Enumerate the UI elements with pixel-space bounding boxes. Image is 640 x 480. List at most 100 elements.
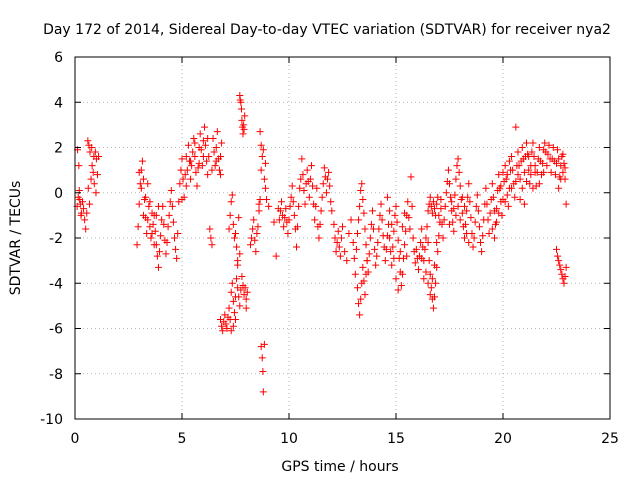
data-point: [458, 193, 466, 201]
data-point: [259, 146, 267, 154]
data-point: [358, 180, 366, 188]
data-point: [374, 239, 382, 247]
data-point: [166, 198, 174, 206]
data-point: [297, 175, 305, 183]
data-point: [353, 229, 361, 237]
data-point: [210, 148, 218, 156]
data-point: [414, 266, 422, 274]
data-point: [154, 263, 162, 271]
data-point: [133, 241, 141, 249]
data-point: [544, 150, 552, 158]
data-point: [259, 367, 267, 375]
data-point: [377, 200, 385, 208]
data-point: [469, 243, 477, 251]
data-point: [88, 162, 96, 170]
data-point: [239, 130, 247, 138]
data-point: [137, 184, 145, 192]
data-point: [560, 159, 568, 167]
data-point: [426, 291, 434, 299]
data-point: [505, 157, 513, 165]
data-point: [437, 205, 445, 213]
data-point: [182, 153, 190, 161]
data-point: [539, 159, 547, 167]
data-point: [333, 239, 341, 247]
data-point: [463, 229, 471, 237]
data-point: [233, 275, 241, 283]
data-point: [528, 148, 536, 156]
y-tick-label: -8: [49, 367, 63, 383]
data-point: [450, 227, 458, 235]
data-point: [257, 166, 265, 174]
data-point: [330, 220, 338, 228]
data-point: [488, 180, 496, 188]
data-point: [471, 218, 479, 226]
data-point: [207, 234, 215, 242]
data-point: [282, 205, 290, 213]
data-point: [475, 223, 483, 231]
data-point: [503, 171, 511, 179]
data-point: [158, 216, 166, 224]
data-point: [518, 144, 526, 151]
data-point: [285, 216, 293, 224]
data-point: [372, 261, 380, 269]
data-point: [555, 257, 563, 265]
data-point: [543, 162, 551, 170]
data-point: [135, 168, 143, 176]
data-point: [316, 220, 324, 228]
data-point: [303, 166, 311, 174]
data-point: [540, 168, 548, 176]
x-tick-label: 25: [601, 431, 619, 447]
data-point: [234, 257, 242, 265]
y-tick-label: 2: [54, 141, 63, 157]
data-point: [275, 216, 283, 224]
y-tick-label: 0: [54, 186, 63, 202]
data-point: [148, 209, 156, 217]
data-point: [367, 220, 375, 228]
data-point: [242, 295, 250, 303]
data-point: [502, 175, 510, 183]
data-point: [270, 218, 278, 226]
axis-ticks: 0 5 10 15 20 25 -10 -8 -6 -4 -2 0 2 4 6: [40, 50, 619, 447]
data-point: [289, 198, 297, 206]
data-point: [260, 340, 268, 348]
data-point: [383, 193, 391, 201]
data-point: [392, 202, 400, 210]
data-point: [547, 168, 555, 176]
data-point: [187, 175, 195, 183]
data-point: [183, 166, 191, 174]
data-point: [438, 220, 446, 228]
data-point: [232, 229, 239, 237]
data-point: [557, 175, 565, 183]
data-point: [188, 162, 196, 170]
data-point: [473, 191, 481, 199]
data-point: [227, 288, 235, 296]
data-point: [512, 177, 520, 185]
data-point: [495, 171, 503, 179]
data-point: [460, 234, 468, 242]
data-point: [352, 245, 360, 253]
data-point: [286, 202, 294, 210]
data-point: [215, 166, 223, 174]
y-tick-label: 4: [54, 95, 63, 111]
data-point: [324, 175, 332, 183]
data-point: [448, 198, 456, 206]
data-point: [147, 234, 155, 242]
data-point: [261, 159, 269, 167]
data-point: [530, 153, 538, 161]
data-point: [434, 193, 442, 201]
data-point: [418, 254, 426, 262]
data-point: [456, 216, 464, 224]
data-point: [391, 211, 399, 219]
data-point: [504, 202, 512, 210]
data-point: [388, 220, 396, 228]
data-point: [208, 166, 216, 174]
data-point: [452, 175, 460, 183]
data-point: [256, 196, 264, 204]
x-axis-label: GPS time / hours: [281, 459, 398, 475]
data-point: [309, 182, 317, 190]
data-point: [409, 234, 417, 242]
data-point: [427, 284, 435, 292]
data-point: [227, 198, 235, 206]
data-point: [514, 148, 522, 156]
data-point: [191, 153, 199, 161]
